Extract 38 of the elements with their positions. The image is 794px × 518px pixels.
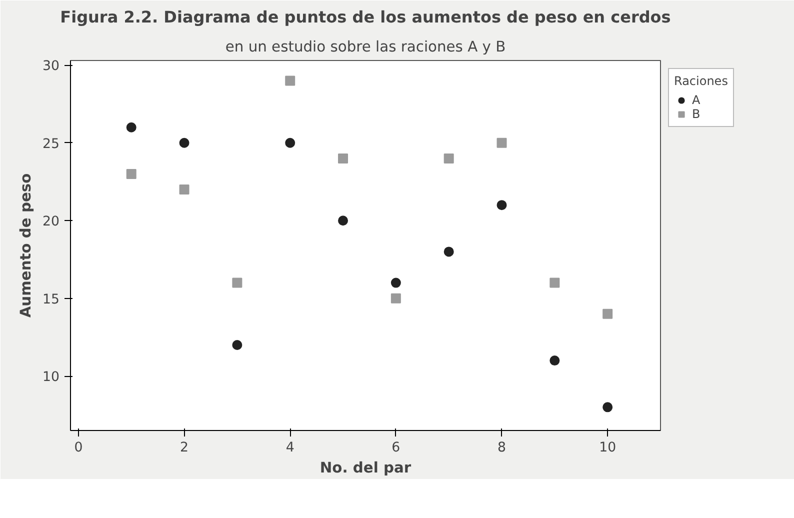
legend-label: A: [692, 93, 702, 107]
point: [390, 293, 401, 304]
x-tick-label: 10: [599, 440, 616, 456]
point: [444, 153, 454, 164]
point: [285, 138, 296, 148]
point: [550, 356, 560, 366]
point: [126, 168, 136, 179]
point: [126, 122, 136, 132]
point: [444, 246, 454, 257]
x-tick-label: 6: [392, 440, 400, 456]
y-tick-label: 15: [42, 292, 60, 308]
point: [496, 138, 507, 148]
x-tick-label: 0: [74, 440, 83, 456]
point: [232, 278, 242, 288]
y-tick-label: 10: [42, 370, 60, 386]
point: [602, 308, 613, 319]
legend-label: B: [692, 107, 702, 121]
point: [496, 200, 507, 210]
point: [338, 216, 348, 226]
x-tick-label: 4: [286, 440, 294, 456]
y-tick-label: 25: [42, 136, 60, 152]
point: [550, 278, 560, 288]
y-axis-title: Aumento de peso: [18, 173, 35, 318]
point: [338, 153, 348, 164]
point: [285, 76, 296, 86]
point: [602, 402, 613, 412]
y-tick-label: 30: [42, 59, 60, 74]
chart-title: Figura 2.2. Diagrama de puntos de los aumentos de peso en cerdos: [60, 8, 671, 26]
point: [390, 278, 401, 288]
y-tick-label: 20: [42, 214, 60, 230]
x-tick-label: 8: [498, 440, 506, 456]
point: [179, 184, 190, 195]
x-axis-title: No. del par: [320, 460, 412, 476]
legend-title: Raciones: [674, 74, 728, 88]
chart-subtitle: en un estudio sobre las raciones A y B: [225, 38, 506, 56]
point: [232, 340, 242, 350]
x-tick-label: 2: [180, 440, 189, 456]
point: [179, 138, 190, 148]
